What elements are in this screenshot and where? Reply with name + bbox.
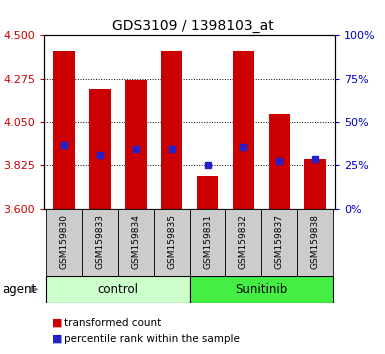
Bar [161, 51, 182, 209]
Bar [305, 159, 326, 209]
Text: GSM159832: GSM159832 [239, 214, 248, 269]
Bar [118, 209, 154, 276]
Bar [197, 176, 218, 209]
Text: ■: ■ [52, 334, 62, 344]
Text: control: control [97, 283, 138, 296]
Text: GSM159835: GSM159835 [167, 214, 176, 269]
Text: GSM159834: GSM159834 [131, 214, 140, 269]
Bar [53, 51, 75, 209]
Bar [226, 209, 261, 276]
Text: GSM159837: GSM159837 [275, 214, 284, 269]
Text: GDS3109 / 1398103_at: GDS3109 / 1398103_at [112, 19, 273, 34]
Text: Sunitinib: Sunitinib [235, 283, 288, 296]
Text: agent: agent [2, 283, 36, 296]
Text: percentile rank within the sample: percentile rank within the sample [64, 334, 239, 344]
Bar [233, 51, 254, 209]
Bar [46, 209, 82, 276]
Bar [261, 209, 297, 276]
Bar [89, 89, 110, 209]
Text: GSM159833: GSM159833 [95, 214, 104, 269]
Bar [46, 276, 190, 303]
Text: transformed count: transformed count [64, 318, 161, 328]
Bar [125, 80, 147, 209]
Bar [82, 209, 118, 276]
Bar [190, 209, 226, 276]
Bar [297, 209, 333, 276]
Text: GSM159831: GSM159831 [203, 214, 212, 269]
Text: GSM159838: GSM159838 [311, 214, 320, 269]
Bar [269, 114, 290, 209]
Text: GSM159830: GSM159830 [60, 214, 69, 269]
Text: ■: ■ [52, 318, 62, 328]
Bar [190, 276, 333, 303]
Bar [154, 209, 190, 276]
